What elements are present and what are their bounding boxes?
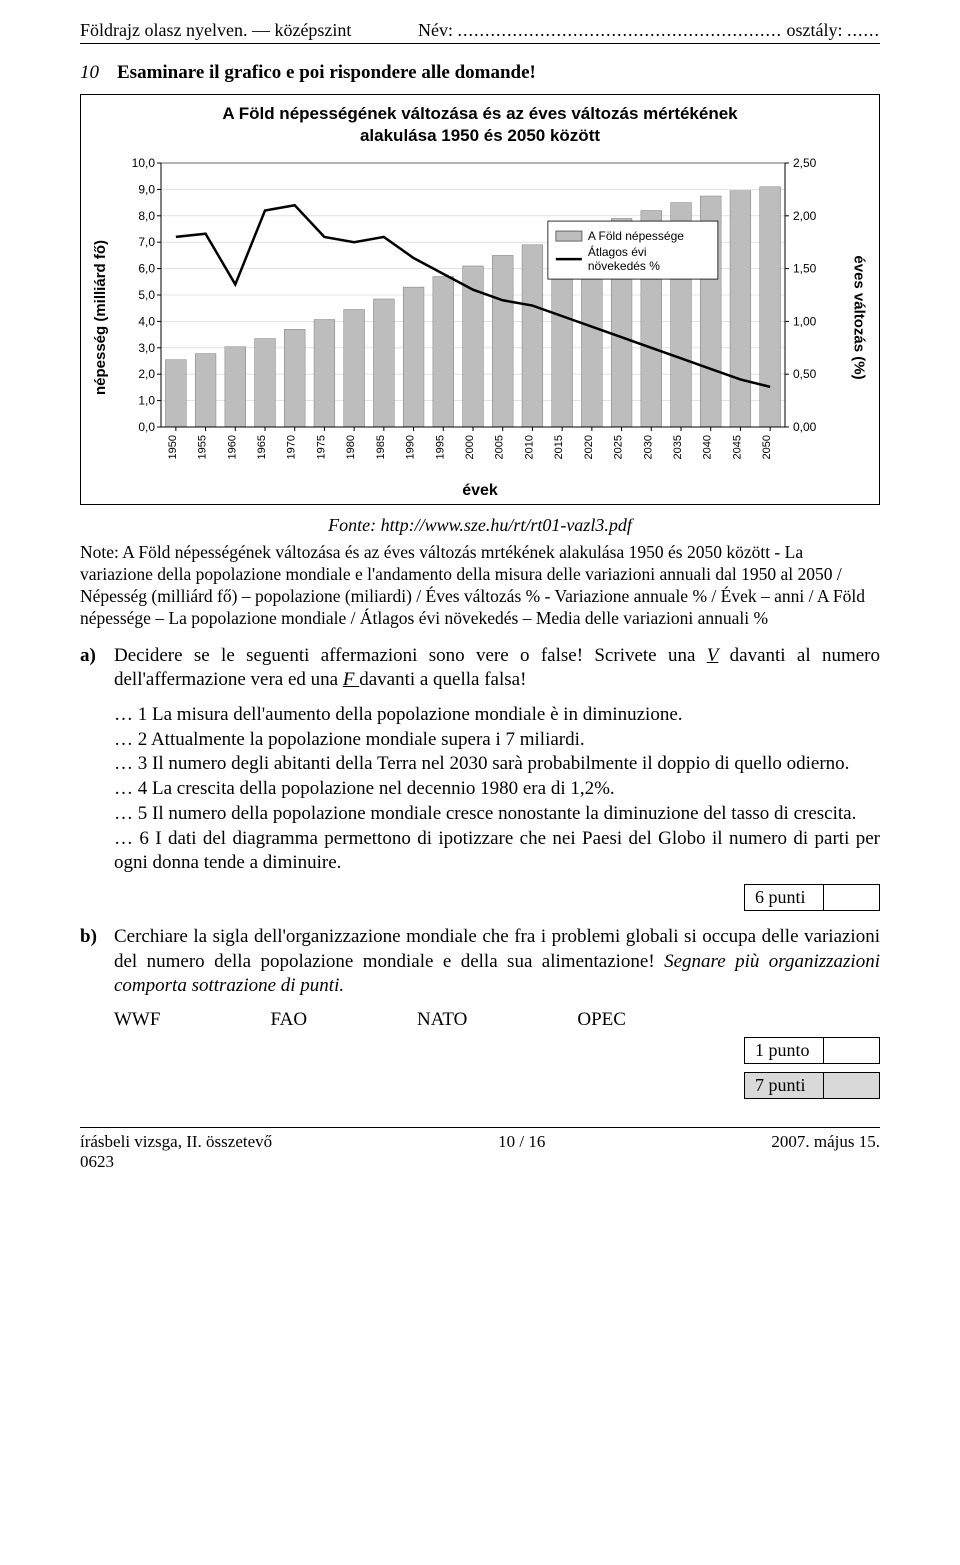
statement-2: … 2 Attualmente la popolazione mondiale … [114,728,880,753]
svg-text:2015: 2015 [553,435,565,459]
svg-text:1,00: 1,00 [793,315,817,329]
svg-text:0,00: 0,00 [793,420,817,434]
svg-text:1970: 1970 [286,435,298,459]
question-header: 10 Esaminare il grafico e poi rispondere… [80,62,880,84]
svg-text:1955: 1955 [197,435,209,459]
footer-date: 2007. május 15. [771,1132,880,1172]
y-axis-left-label: népesség (milliárd fő) [89,155,113,480]
svg-text:2045: 2045 [731,435,743,459]
svg-text:A Föld népessége: A Föld népessége [588,229,684,243]
svg-text:1990: 1990 [405,435,417,459]
y-axis-right-label: éves változás (%) [847,155,871,480]
chart-source: Fonte: http://www.sze.hu/rt/rt01-vazl3.p… [80,515,880,536]
statement-5: … 5 Il numero della popolazione mondiale… [114,802,880,827]
svg-text:7,0: 7,0 [138,235,155,249]
svg-text:1980: 1980 [345,435,357,459]
svg-text:1,0: 1,0 [138,394,155,408]
svg-text:2050: 2050 [761,435,773,459]
page-header: Földrajz olasz nyelven. — középszint Név… [80,20,880,44]
svg-text:10,0: 10,0 [132,156,156,170]
footer-page-number: 10 / 16 [498,1132,545,1172]
points-total-label: 7 punti [744,1072,824,1099]
chart-svg: 0,0 1,0 2,0 3,0 4,0 5,0 6,0 7,0 8,0 9,0 10,0 0,00 0,… [113,155,833,475]
svg-text:növekedés %: növekedés % [588,259,660,273]
points-a-label: 6 punti [744,884,824,911]
org-opec: OPEC [577,1009,626,1031]
svg-text:1965: 1965 [256,435,268,459]
svg-text:1985: 1985 [375,435,387,459]
org-wwf: WWF [114,1009,160,1031]
svg-text:1995: 1995 [434,435,446,459]
svg-text:2020: 2020 [583,435,595,459]
subq-b-text: Cerchiare la sigla dell'organizzazione m… [114,925,880,999]
svg-text:3,0: 3,0 [138,341,155,355]
subq-b-letter: b) [80,925,102,999]
subq-a-letter: a) [80,644,102,693]
question-prompt: Esaminare il grafico e poi rispondere al… [117,62,536,84]
statement-3: … 3 Il numero degli abitanti della Terra… [114,752,880,777]
sub-question-a: a) Decidere se le seguenti affermazioni … [80,644,880,693]
chart-container: A Föld népességének változása és az éves… [80,94,880,505]
statement-4: … 4 La crescita della popolazione nel de… [114,777,880,802]
x-axis-label: évek [89,480,871,504]
svg-text:8,0: 8,0 [138,209,155,223]
svg-text:5,0: 5,0 [138,288,155,302]
sub-question-b: b) Cerchiare la sigla dell'organizzazion… [80,925,880,999]
svg-text:Átlagos évi: Átlagos évi [588,244,647,259]
svg-text:6,0: 6,0 [138,262,155,276]
org-fao: FAO [270,1009,307,1031]
org-nato: NATO [417,1009,467,1031]
header-subject: Földrajz olasz nyelven. — középszint [80,20,351,41]
footer-exam-type: írásbeli vizsga, II. összetevő [80,1132,272,1152]
statement-1: … 1 La misura dell'aumento della popolaz… [114,703,880,728]
svg-text:1960: 1960 [226,435,238,459]
question-number: 10 [80,62,99,84]
svg-text:1,50: 1,50 [793,262,817,276]
points-b-label: 1 punto [744,1037,824,1064]
statement-6: … 6 I dati del diagramma permettono di i… [114,827,880,876]
header-name-field: Név: ...................................… [418,20,880,41]
svg-text:2,0: 2,0 [138,367,155,381]
points-a-blank [824,884,880,911]
svg-text:2,00: 2,00 [793,209,817,223]
svg-text:0,0: 0,0 [138,420,155,434]
svg-text:2005: 2005 [494,435,506,459]
svg-text:2035: 2035 [672,435,684,459]
svg-text:2040: 2040 [702,435,714,459]
svg-text:2030: 2030 [642,435,654,459]
subq-a-text: Decidere se le seguenti affermazioni son… [114,644,880,693]
svg-text:1950: 1950 [167,435,179,459]
svg-text:2000: 2000 [464,435,476,459]
footer-code: 0623 [80,1152,272,1172]
points-total-row: 7 punti [744,1072,880,1099]
points-total-blank [824,1072,880,1099]
svg-text:0,50: 0,50 [793,367,817,381]
page-footer: írásbeli vizsga, II. összetevő 0623 10 /… [80,1128,880,1172]
svg-text:2025: 2025 [613,435,625,459]
points-a-row: 6 punti [80,884,880,911]
svg-text:2010: 2010 [523,435,535,459]
svg-text:2,50: 2,50 [793,156,817,170]
svg-text:9,0: 9,0 [138,183,155,197]
points-b-row: 1 punto [744,1037,880,1064]
organizations-list: WWF FAO NATO OPEC [114,1009,880,1031]
svg-text:1975: 1975 [315,435,327,459]
svg-text:4,0: 4,0 [138,315,155,329]
statements-list: … 1 La misura dell'aumento della popolaz… [114,703,880,876]
points-b-blank [824,1037,880,1064]
chart-title: A Föld népességének változása és az éves… [89,103,871,147]
translation-note: Note: A Föld népességének változása és a… [80,542,880,630]
